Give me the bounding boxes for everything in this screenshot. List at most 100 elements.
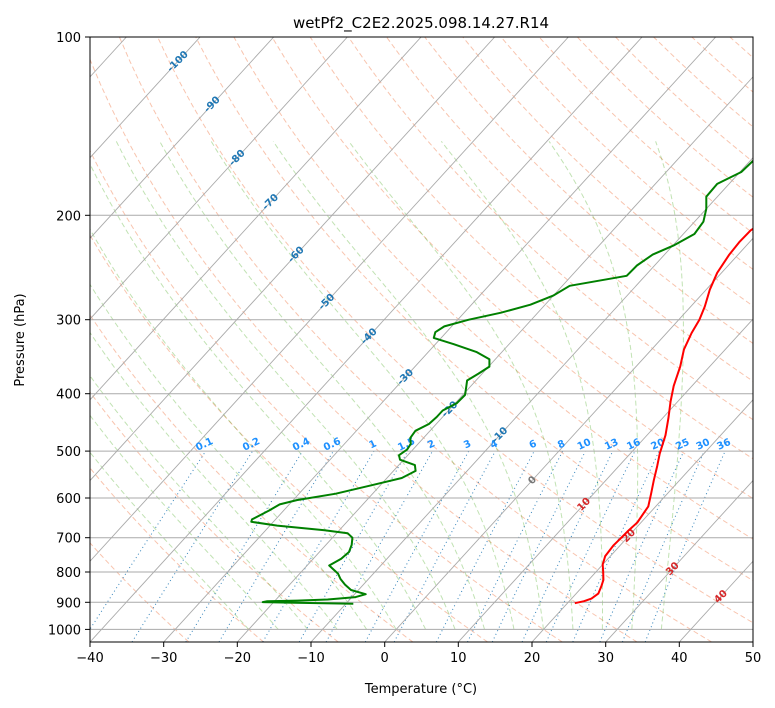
grid-lines — [90, 37, 753, 642]
dry-adiabat-line — [424, 37, 753, 344]
dry-adiabat-line — [90, 58, 638, 642]
isotherm-line — [457, 318, 753, 642]
x-tick-label: 50 — [745, 651, 762, 666]
profiles — [250, 159, 753, 605]
dry-adiabat-line — [195, 37, 753, 582]
mixing-ratio-line — [621, 450, 705, 642]
mixing-ratio-line — [218, 450, 334, 642]
dry-adiabat-line — [118, 37, 712, 642]
moist-adiabat-line — [440, 140, 603, 630]
dry-adiabat-line — [615, 37, 753, 163]
x-tick-label: −10 — [297, 651, 324, 666]
plot-frame — [89, 36, 754, 643]
x-axis-label: Temperature (°C) — [364, 682, 477, 697]
isotherm-line — [90, 37, 643, 642]
y-tick-label: 800 — [56, 566, 81, 581]
moist-adiabat-line — [90, 414, 279, 630]
y-tick-label: 500 — [56, 445, 81, 460]
isotherm-line — [605, 479, 753, 642]
moist-adiabat-line — [115, 141, 456, 630]
dry-adiabat-line — [653, 37, 753, 128]
chart-title: wetPf2_C2E2.2025.098.14.27.R14 — [293, 14, 549, 33]
dewpoint-profile-line — [250, 159, 753, 605]
dry-adiabat-line — [729, 37, 753, 59]
moist-adiabat-line — [272, 141, 544, 630]
moist-adiabat-line — [90, 451, 250, 630]
mixing-ratio-line — [364, 450, 470, 642]
mixing-ratio-label: 30 — [695, 437, 712, 453]
mixing-ratio-line — [599, 450, 685, 642]
y-tick-label: 900 — [56, 596, 81, 611]
mixing-ratio-line — [90, 450, 207, 631]
x-tick-label: 40 — [671, 651, 688, 666]
moist-adiabat-line — [655, 141, 684, 630]
y-tick-label: 100 — [56, 31, 81, 46]
dry-adiabat-line — [90, 313, 414, 642]
x-tick-label: −30 — [150, 651, 177, 666]
mixing-ratio-line — [185, 450, 304, 642]
x-axis: −40 −30 −20 −10 0 10 20 30 40 50 — [76, 642, 761, 666]
isotherm-line — [90, 37, 348, 320]
mixing-ratio-label: 13 — [603, 437, 620, 453]
y-tick-label: 1000 — [48, 623, 81, 638]
isotherm-line — [752, 641, 753, 642]
moist-adiabat-line — [90, 374, 309, 630]
mixing-ratio-line — [393, 450, 496, 642]
dry-adiabat-line — [90, 391, 339, 642]
mixing-ratio-line — [467, 450, 564, 642]
isotherm-line — [384, 237, 753, 642]
isotherm-line — [90, 37, 422, 401]
y-axis: 100 200 300 400 500 600 700 800 900 1000 — [48, 31, 90, 638]
mixing-ratio-label: 20 — [649, 437, 666, 453]
mixing-ratio-label: 8 — [556, 438, 567, 451]
isotherm-line — [531, 399, 753, 642]
mixing-ratio-label: 16 — [625, 437, 642, 453]
x-tick-label: −20 — [224, 651, 251, 666]
x-tick-label: −40 — [76, 651, 103, 666]
dry-adiabat-line — [90, 467, 264, 642]
y-tick-label: 200 — [56, 209, 81, 224]
y-tick-label: 700 — [56, 532, 81, 547]
mixing-ratio-label: 3 — [462, 438, 473, 451]
dry-adiabat-line — [462, 37, 753, 307]
mixing-ratio-label: 36 — [715, 437, 732, 453]
mixing-ratio-label: 6 — [528, 438, 539, 451]
temperature-profile-line — [574, 227, 753, 605]
dry-adiabat-line — [271, 37, 753, 500]
dry-adiabat-line — [386, 37, 753, 382]
dry-adiabat-line — [538, 37, 753, 234]
mixing-ratio-label: 25 — [674, 437, 691, 453]
mixing-ratio-line — [545, 450, 636, 642]
mixing-ratio-label: 4 — [489, 438, 500, 451]
moist-adiabat-line — [90, 283, 368, 630]
isotherm-line — [236, 76, 753, 642]
mixing-ratio-line — [131, 450, 254, 642]
dry-adiabat-line — [157, 37, 753, 624]
isotherm-line — [90, 37, 201, 159]
isotherm-label: -100 — [165, 49, 191, 75]
mixing-ratio-line — [262, 450, 375, 642]
dry-adiabat-line — [576, 37, 753, 198]
x-tick-label: 0 — [381, 651, 389, 666]
moist-adiabat-line — [90, 228, 397, 630]
moist-adiabat-line — [159, 141, 485, 630]
x-tick-label: 20 — [524, 651, 541, 666]
y-tick-label: 300 — [56, 314, 81, 329]
mixing-ratio-label: 10 — [576, 437, 593, 453]
y-axis-label: Pressure (hPa) — [13, 293, 28, 386]
dry-adiabat-line — [309, 37, 753, 460]
y-tick-label: 400 — [56, 388, 81, 403]
isotherm-line — [90, 37, 275, 240]
dry-adiabat-line — [691, 37, 753, 93]
isotherm-line — [90, 37, 569, 562]
mixing-ratio-line — [491, 450, 586, 642]
x-tick-label: 10 — [450, 651, 467, 666]
moist-adiabat-line — [210, 141, 515, 630]
isotherm-line — [90, 37, 496, 482]
background-lines — [90, 37, 753, 642]
mixing-ratio-line — [572, 450, 660, 642]
y-tick-label: 600 — [56, 492, 81, 507]
x-tick-label: 30 — [597, 651, 614, 666]
dry-adiabat-line — [90, 149, 563, 642]
moist-adiabat-line — [90, 331, 338, 630]
